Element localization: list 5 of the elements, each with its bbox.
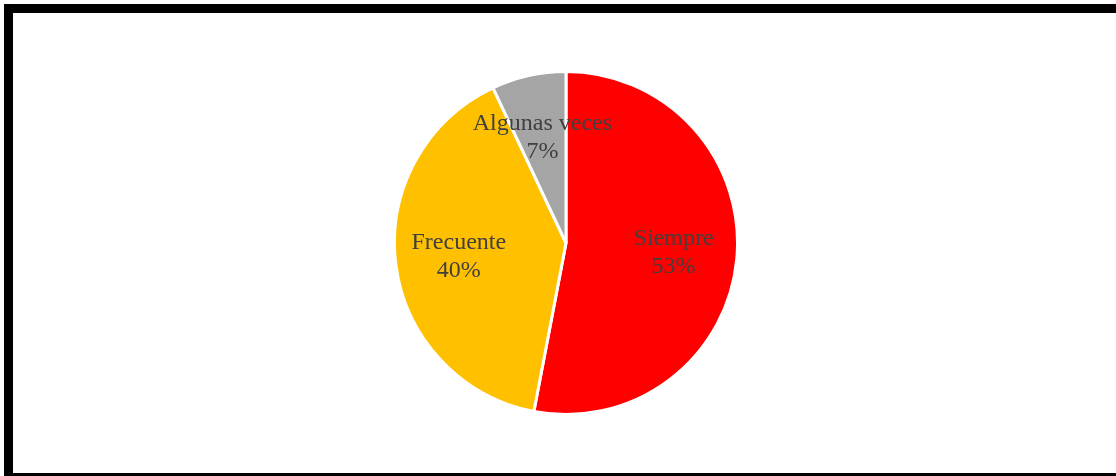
data-label: 40% — [436, 255, 481, 282]
data-label: 7% — [526, 136, 559, 163]
slice-label: Frecuente — [411, 227, 507, 254]
data-label: 53% — [651, 252, 696, 279]
slice-label: Siempre — [633, 224, 714, 251]
